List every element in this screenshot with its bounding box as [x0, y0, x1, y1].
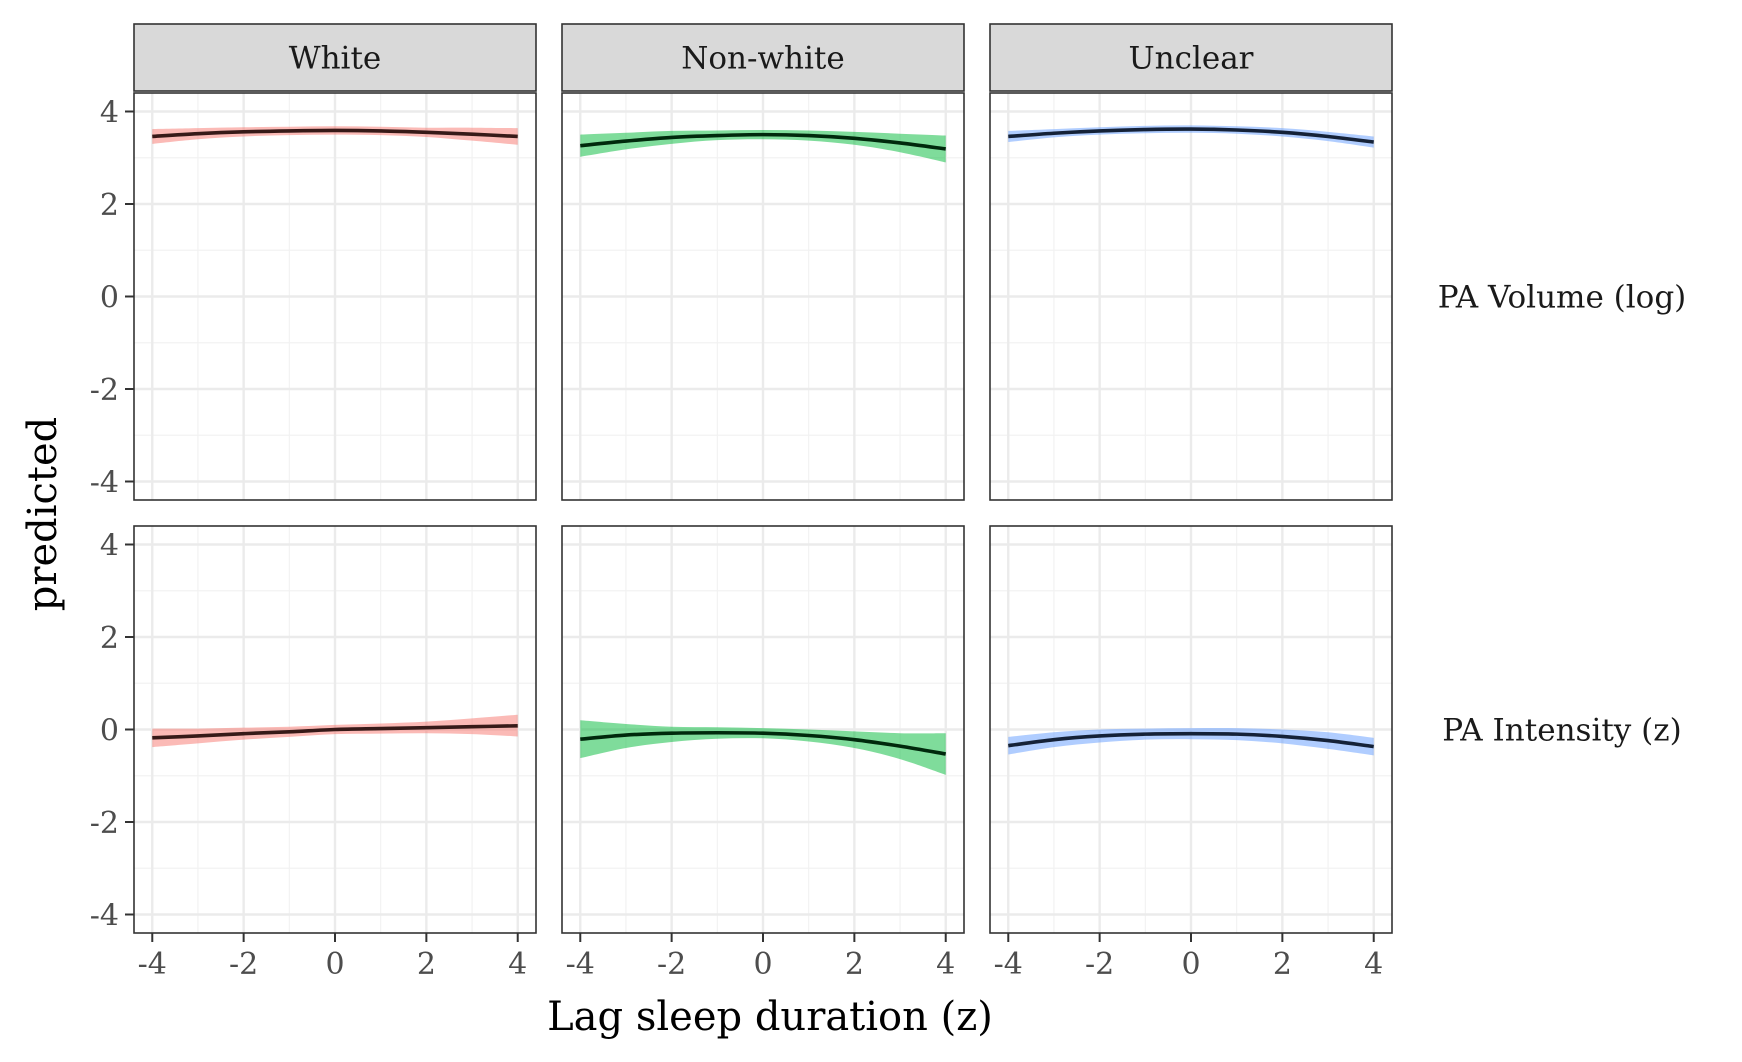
x-tick-label: 0	[325, 947, 344, 982]
panel-border	[561, 92, 965, 501]
strip-background	[133, 23, 537, 92]
panel-border	[989, 92, 1393, 501]
x-axis-c0: -4 -2 0 2 4	[138, 933, 527, 982]
row-strip-label: PA Volume (log)	[1438, 280, 1687, 316]
y-tick-label: 0	[100, 714, 119, 749]
fitted-line	[1008, 127, 1374, 144]
x-tick-label: -4	[138, 947, 167, 982]
fitted-line	[152, 128, 518, 139]
panel-r1-c2	[989, 525, 1393, 934]
y-tick-label: 4	[100, 96, 119, 131]
x-axes: -4 -2 0 2 4 -4 -2 0 2 4 -4 -2 0 2 4	[138, 933, 1383, 982]
row-strip-label: PA Intensity (z)	[1442, 713, 1681, 749]
y-tick-label: 2	[100, 188, 119, 223]
strip-background	[989, 23, 1393, 92]
panel-r0-c0	[133, 92, 537, 501]
x-tick-label: -4	[566, 947, 595, 982]
strip-0: White	[133, 23, 537, 92]
x-axis-c2: -4 -2 0 2 4	[994, 933, 1383, 982]
y-tick-label: -2	[90, 373, 119, 408]
panel-r1-c0	[133, 525, 537, 934]
x-tick-label: -2	[657, 947, 686, 982]
row-strips: PA Volume (log) PA Intensity (z)	[1438, 280, 1687, 749]
fitted-line	[580, 132, 946, 151]
fitted-line	[580, 730, 947, 756]
x-tick-label: -4	[994, 947, 1023, 982]
x-tick-label: -2	[1085, 947, 1114, 982]
x-tick-label: 2	[1273, 947, 1292, 982]
fitted-line	[1008, 731, 1374, 749]
y-tick-label: 0	[100, 281, 119, 316]
panel-r1-c1	[561, 525, 965, 934]
strip-1: Non-white	[561, 23, 965, 92]
y-tick-label: 4	[100, 529, 119, 564]
y-axis-title: predicted	[20, 417, 66, 612]
strip-label: Unclear	[1128, 41, 1253, 77]
y-tick-label: -4	[90, 899, 119, 934]
x-tick-label: 2	[417, 947, 436, 982]
x-tick-label: 0	[753, 947, 772, 982]
x-tick-label: -2	[229, 947, 258, 982]
panels-layer	[133, 92, 1393, 934]
x-tick-label: 4	[508, 947, 527, 982]
y-tick-label: -4	[90, 466, 119, 501]
x-tick-label: 4	[1364, 947, 1383, 982]
strip-2: Unclear	[989, 23, 1393, 92]
x-tick-label: 2	[845, 947, 864, 982]
x-tick-label: 4	[936, 947, 955, 982]
y-axis-r1: -4 -2 0 2 4	[90, 529, 134, 934]
x-axis-title: Lag sleep duration (z)	[547, 994, 993, 1040]
y-axis-r0: -4 -2 0 2 4	[90, 96, 134, 501]
y-axes: -4 -2 0 2 4 -4 -2 0 2 4	[90, 96, 134, 934]
y-tick-label: -2	[90, 806, 119, 841]
strip-background	[561, 23, 965, 92]
panel-r0-c2	[989, 92, 1393, 501]
strip-label: Non-white	[681, 41, 844, 77]
y-tick-label: 2	[100, 621, 119, 656]
column-strips: White Non-white Unclear	[133, 23, 1393, 92]
fitted-line	[152, 724, 518, 740]
x-tick-label: 0	[1181, 947, 1200, 982]
strip-label: White	[289, 41, 382, 77]
x-axis-c1: -4 -2 0 2 4	[566, 933, 955, 982]
panel-r0-c1	[561, 92, 965, 501]
